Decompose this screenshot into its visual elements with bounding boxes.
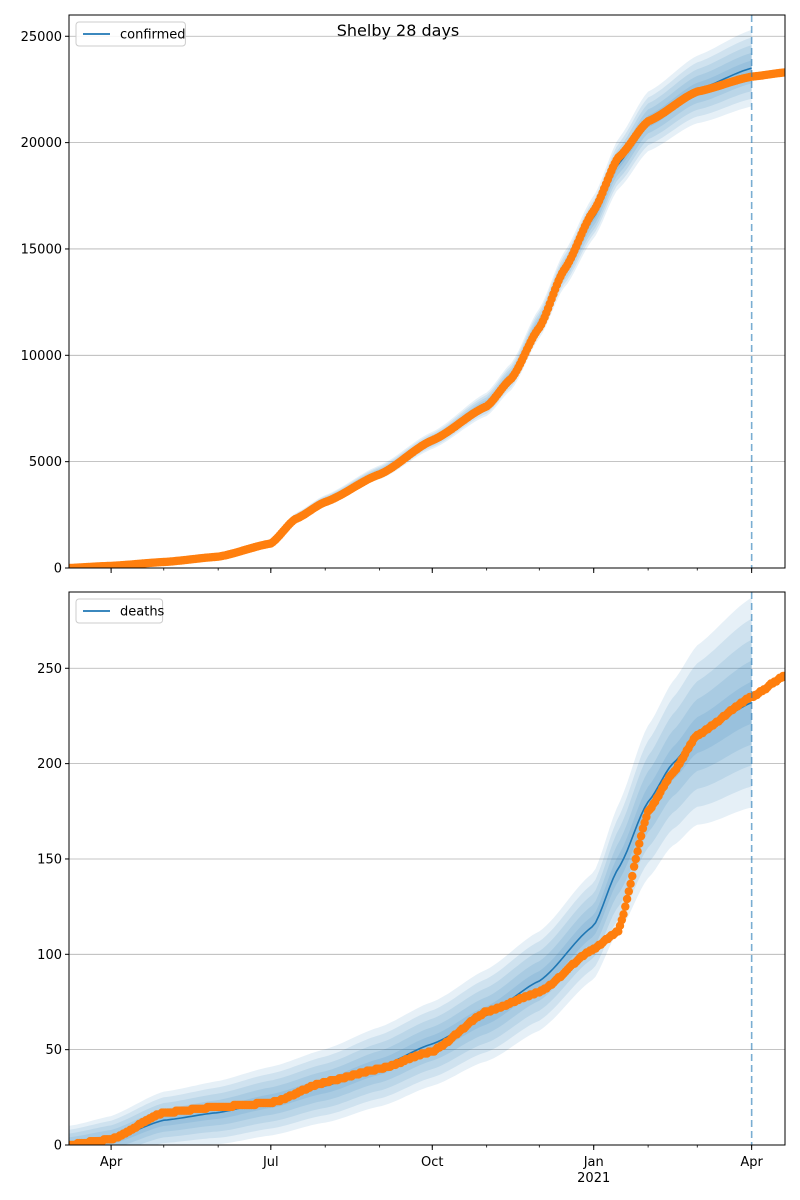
uncertainty-band xyxy=(69,37,752,568)
y-tick-label: 50 xyxy=(45,1043,62,1058)
observed-point xyxy=(780,68,785,77)
legend-label: deaths xyxy=(120,605,165,620)
uncertainty-band xyxy=(69,660,752,1145)
model-line xyxy=(69,701,752,1145)
observed-point xyxy=(621,902,630,911)
y-tick-label: 250 xyxy=(37,662,62,677)
y-tick-label: 150 xyxy=(37,852,62,867)
observed-point xyxy=(624,887,633,896)
uncertainty-band xyxy=(69,639,752,1145)
plot-area xyxy=(69,15,785,568)
x-tick-label: Jan xyxy=(583,1155,604,1170)
figure-title: Shelby 28 days xyxy=(337,21,460,40)
y-tick-label: 15000 xyxy=(21,242,62,257)
observed-point xyxy=(631,854,640,864)
observed-point xyxy=(780,671,785,681)
y-tick-label: 0 xyxy=(54,562,62,577)
axes-frame xyxy=(68,591,786,1146)
x-tick-label: Apr xyxy=(100,1155,123,1170)
uncertainty-band xyxy=(69,618,752,1145)
x-tick-sublabel: 2021 xyxy=(577,1171,610,1186)
y-tick-label: 200 xyxy=(37,757,62,772)
legend-label: confirmed xyxy=(120,28,186,43)
y-tick-label: 100 xyxy=(37,948,62,963)
y-tick-label: 20000 xyxy=(21,136,62,151)
y-tick-label: 0 xyxy=(54,1139,62,1154)
axes-frame xyxy=(68,14,786,569)
y-tick-label: 10000 xyxy=(21,349,62,364)
observed-point xyxy=(635,839,644,848)
observed-point xyxy=(629,862,639,871)
observed-point xyxy=(622,894,632,904)
x-tick-label: Apr xyxy=(740,1155,763,1170)
uncertainty-band xyxy=(69,29,752,568)
uncertainty-band xyxy=(69,52,752,568)
x-tick-label: Jul xyxy=(262,1155,279,1170)
legend-box xyxy=(75,21,186,47)
observed-point xyxy=(619,910,628,919)
uncertainty-band xyxy=(69,597,752,1145)
legend-box xyxy=(75,598,164,624)
y-tick-label: 25000 xyxy=(21,30,62,45)
plot-area xyxy=(69,592,785,1145)
x-tick-label: Oct xyxy=(421,1155,443,1170)
observed-point xyxy=(636,831,646,841)
confirmed-panel: 0 5000 10000 15000 20000 25000 confirmed xyxy=(21,14,786,577)
observed-point xyxy=(633,847,642,856)
observed-point xyxy=(626,879,635,888)
y-tick-label: 5000 xyxy=(29,455,62,470)
observed-point xyxy=(628,871,637,881)
